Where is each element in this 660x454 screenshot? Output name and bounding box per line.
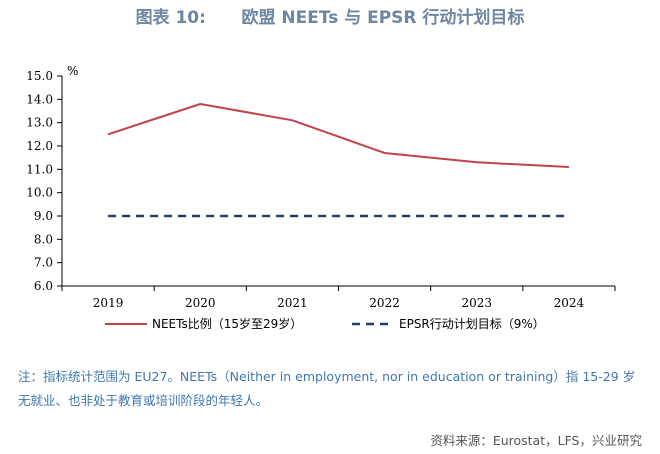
x-tick-label: 2019 — [93, 296, 124, 310]
y-axis: 15.0 14.0 13.0 12.0 11.0 10.0 9.0 8.0 7.0 6.0% — [26, 64, 78, 293]
x-tick-label: 2020 — [185, 296, 216, 310]
x-axis: 2019 2020 2021 2022 2023 2024 — [61, 285, 616, 310]
y-tick-label: 12.0 — [26, 139, 53, 153]
y-tick-label: 13.0 — [26, 116, 53, 130]
y-tick-label: 8.0 — [34, 232, 53, 246]
x-tick-label: 2021 — [277, 296, 308, 310]
x-tick-label: 2024 — [554, 296, 585, 310]
y-tick-label: 11.0 — [26, 162, 53, 176]
x-tick-label: 2022 — [369, 296, 400, 310]
y-axis-unit-label: % — [67, 64, 78, 78]
source-credit: 资料来源：Eurostat，LFS，兴业研究 — [430, 433, 642, 448]
line-chart: 15.0 14.0 13.0 12.0 11.0 10.0 9.0 8.0 7.0 6.0% 20… — [26, 64, 616, 331]
y-tick-label: 7.0 — [34, 256, 53, 270]
y-tick-label: 6.0 — [34, 279, 53, 293]
x-tick-label: 2023 — [461, 296, 492, 310]
legend: NEETs比例（15岁至29岁） EPSR行动计划目标（9%） — [105, 316, 545, 331]
legend-label-1: NEETs比例（15岁至29岁） — [152, 316, 302, 331]
legend-label-2: EPSR行动计划目标（9%） — [399, 317, 545, 331]
y-tick-label: 14.0 — [26, 92, 53, 106]
y-tick-label: 15.0 — [26, 69, 53, 83]
y-tick-label: 10.0 — [26, 186, 53, 200]
series-line-1 — [107, 103, 569, 168]
y-tick-label: 9.0 — [34, 209, 53, 223]
series-layer — [107, 103, 569, 218]
figure-title: 图表 10: 欧盟 NEETs 与 EPSR 行动计划目标 — [135, 8, 525, 28]
chart-note: 注：指标统计范围为 EU27。NEETs（Neither in employme… — [18, 369, 636, 408]
